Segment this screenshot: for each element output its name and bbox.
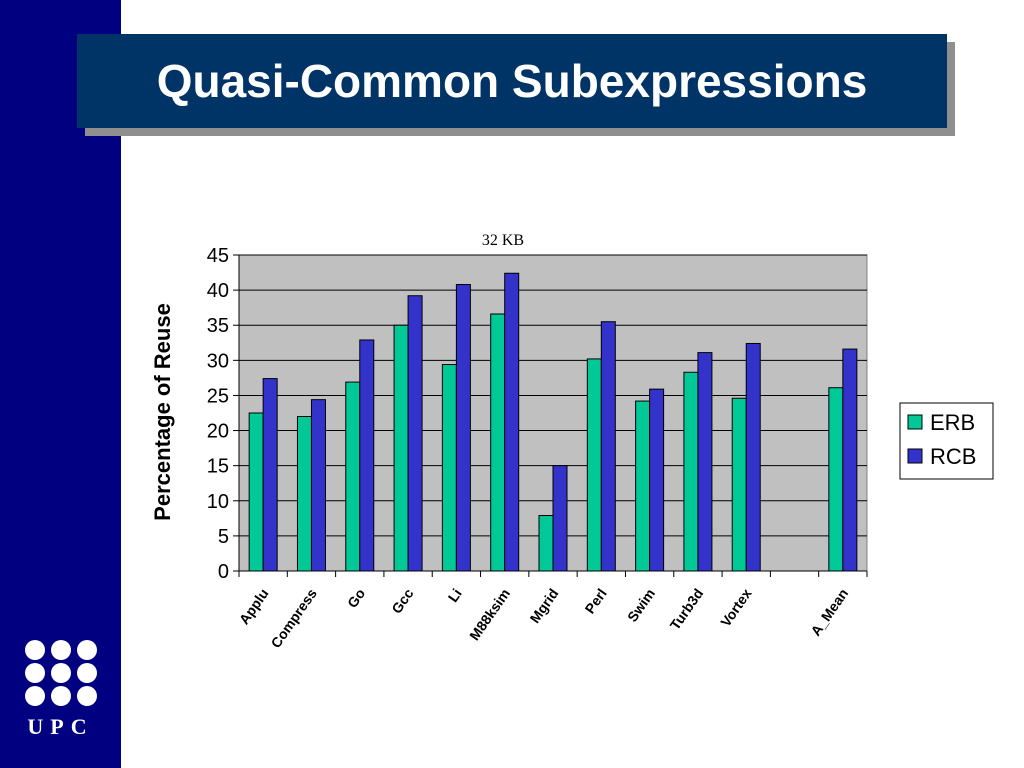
logo-dot — [51, 640, 71, 660]
x-tick-label: Go — [344, 586, 368, 611]
x-tick-label: Applu — [236, 586, 272, 628]
logo-dot — [51, 686, 71, 706]
bar-rcb — [455, 283, 471, 572]
bar-erb — [635, 400, 651, 572]
x-tick-label: Li — [445, 586, 465, 605]
x-tick-label: Turb3d — [667, 586, 707, 633]
bar-erb — [248, 412, 264, 572]
upc-logo-text: UPC — [27, 714, 94, 739]
x-tick-label: Perl — [581, 586, 609, 617]
upc-logo-dots — [25, 640, 97, 706]
y-tick-label: 45 — [207, 245, 229, 267]
bar-rcb — [407, 295, 423, 572]
logo-dot — [25, 686, 45, 706]
bar-erb — [538, 515, 554, 572]
legend: ERB RCB — [899, 402, 994, 480]
bar-erb — [296, 416, 312, 572]
y-tick-label: 5 — [218, 526, 229, 548]
legend-label: ERB — [930, 410, 975, 435]
bar-erb — [828, 387, 844, 572]
logo-dot — [77, 686, 97, 706]
logo-dot — [77, 640, 97, 660]
bar-rcb — [310, 399, 326, 572]
bar-rcb — [552, 465, 568, 572]
bar-rcb — [504, 272, 520, 572]
bars — [248, 272, 858, 572]
bar-erb — [490, 313, 506, 572]
y-tick-label: 40 — [207, 280, 229, 302]
x-tick-label: Gcc — [388, 585, 416, 616]
chart-title: 32 KB — [482, 232, 524, 249]
legend-swatch — [907, 414, 923, 430]
bar-rcb — [842, 348, 858, 572]
bar-rcb — [745, 342, 761, 572]
logo-dot — [25, 640, 45, 660]
bar-erb — [441, 364, 457, 572]
y-axis-label: Percentage of Reuse — [150, 303, 175, 521]
y-tick-label: 35 — [207, 315, 229, 337]
bar-erb — [731, 397, 747, 572]
x-tick-label: A_Mean — [807, 586, 851, 639]
bar-rcb — [600, 321, 616, 572]
bar-erb — [345, 381, 361, 572]
x-tick-label: Compress — [268, 585, 321, 650]
y-tick-label: 30 — [207, 350, 229, 372]
bar-rcb — [262, 378, 278, 572]
x-tick-label: Vortex — [717, 585, 755, 629]
logo-dot — [77, 663, 97, 683]
bar-rcb — [697, 352, 713, 572]
y-tick-label: 15 — [207, 456, 229, 478]
x-tick-label: Mgrid — [526, 586, 561, 626]
bar-erb — [393, 324, 409, 572]
title-banner: Quasi-Common Subexpressions — [77, 34, 947, 128]
y-tick-label: 25 — [207, 385, 229, 407]
logo-dot — [51, 663, 71, 683]
bar-rcb — [359, 339, 375, 572]
slide-title: Quasi-Common Subexpressions — [156, 55, 868, 107]
bar-rcb — [649, 388, 665, 572]
y-tick-labels: 0 5 10 15 20 25 30 35 40 45 — [207, 245, 229, 583]
axes — [233, 254, 868, 577]
y-tick-label: 20 — [207, 421, 229, 443]
bar-erb — [586, 358, 602, 572]
bar-erb — [683, 371, 699, 572]
y-tick-label: 10 — [207, 491, 229, 513]
legend-swatch — [907, 448, 923, 464]
y-tick-label: 0 — [218, 561, 229, 583]
x-tick-label: Swim — [624, 586, 658, 625]
legend-label: RCB — [930, 444, 976, 469]
logo-dot — [25, 663, 45, 683]
x-tick-label: M88ksim — [466, 586, 513, 644]
